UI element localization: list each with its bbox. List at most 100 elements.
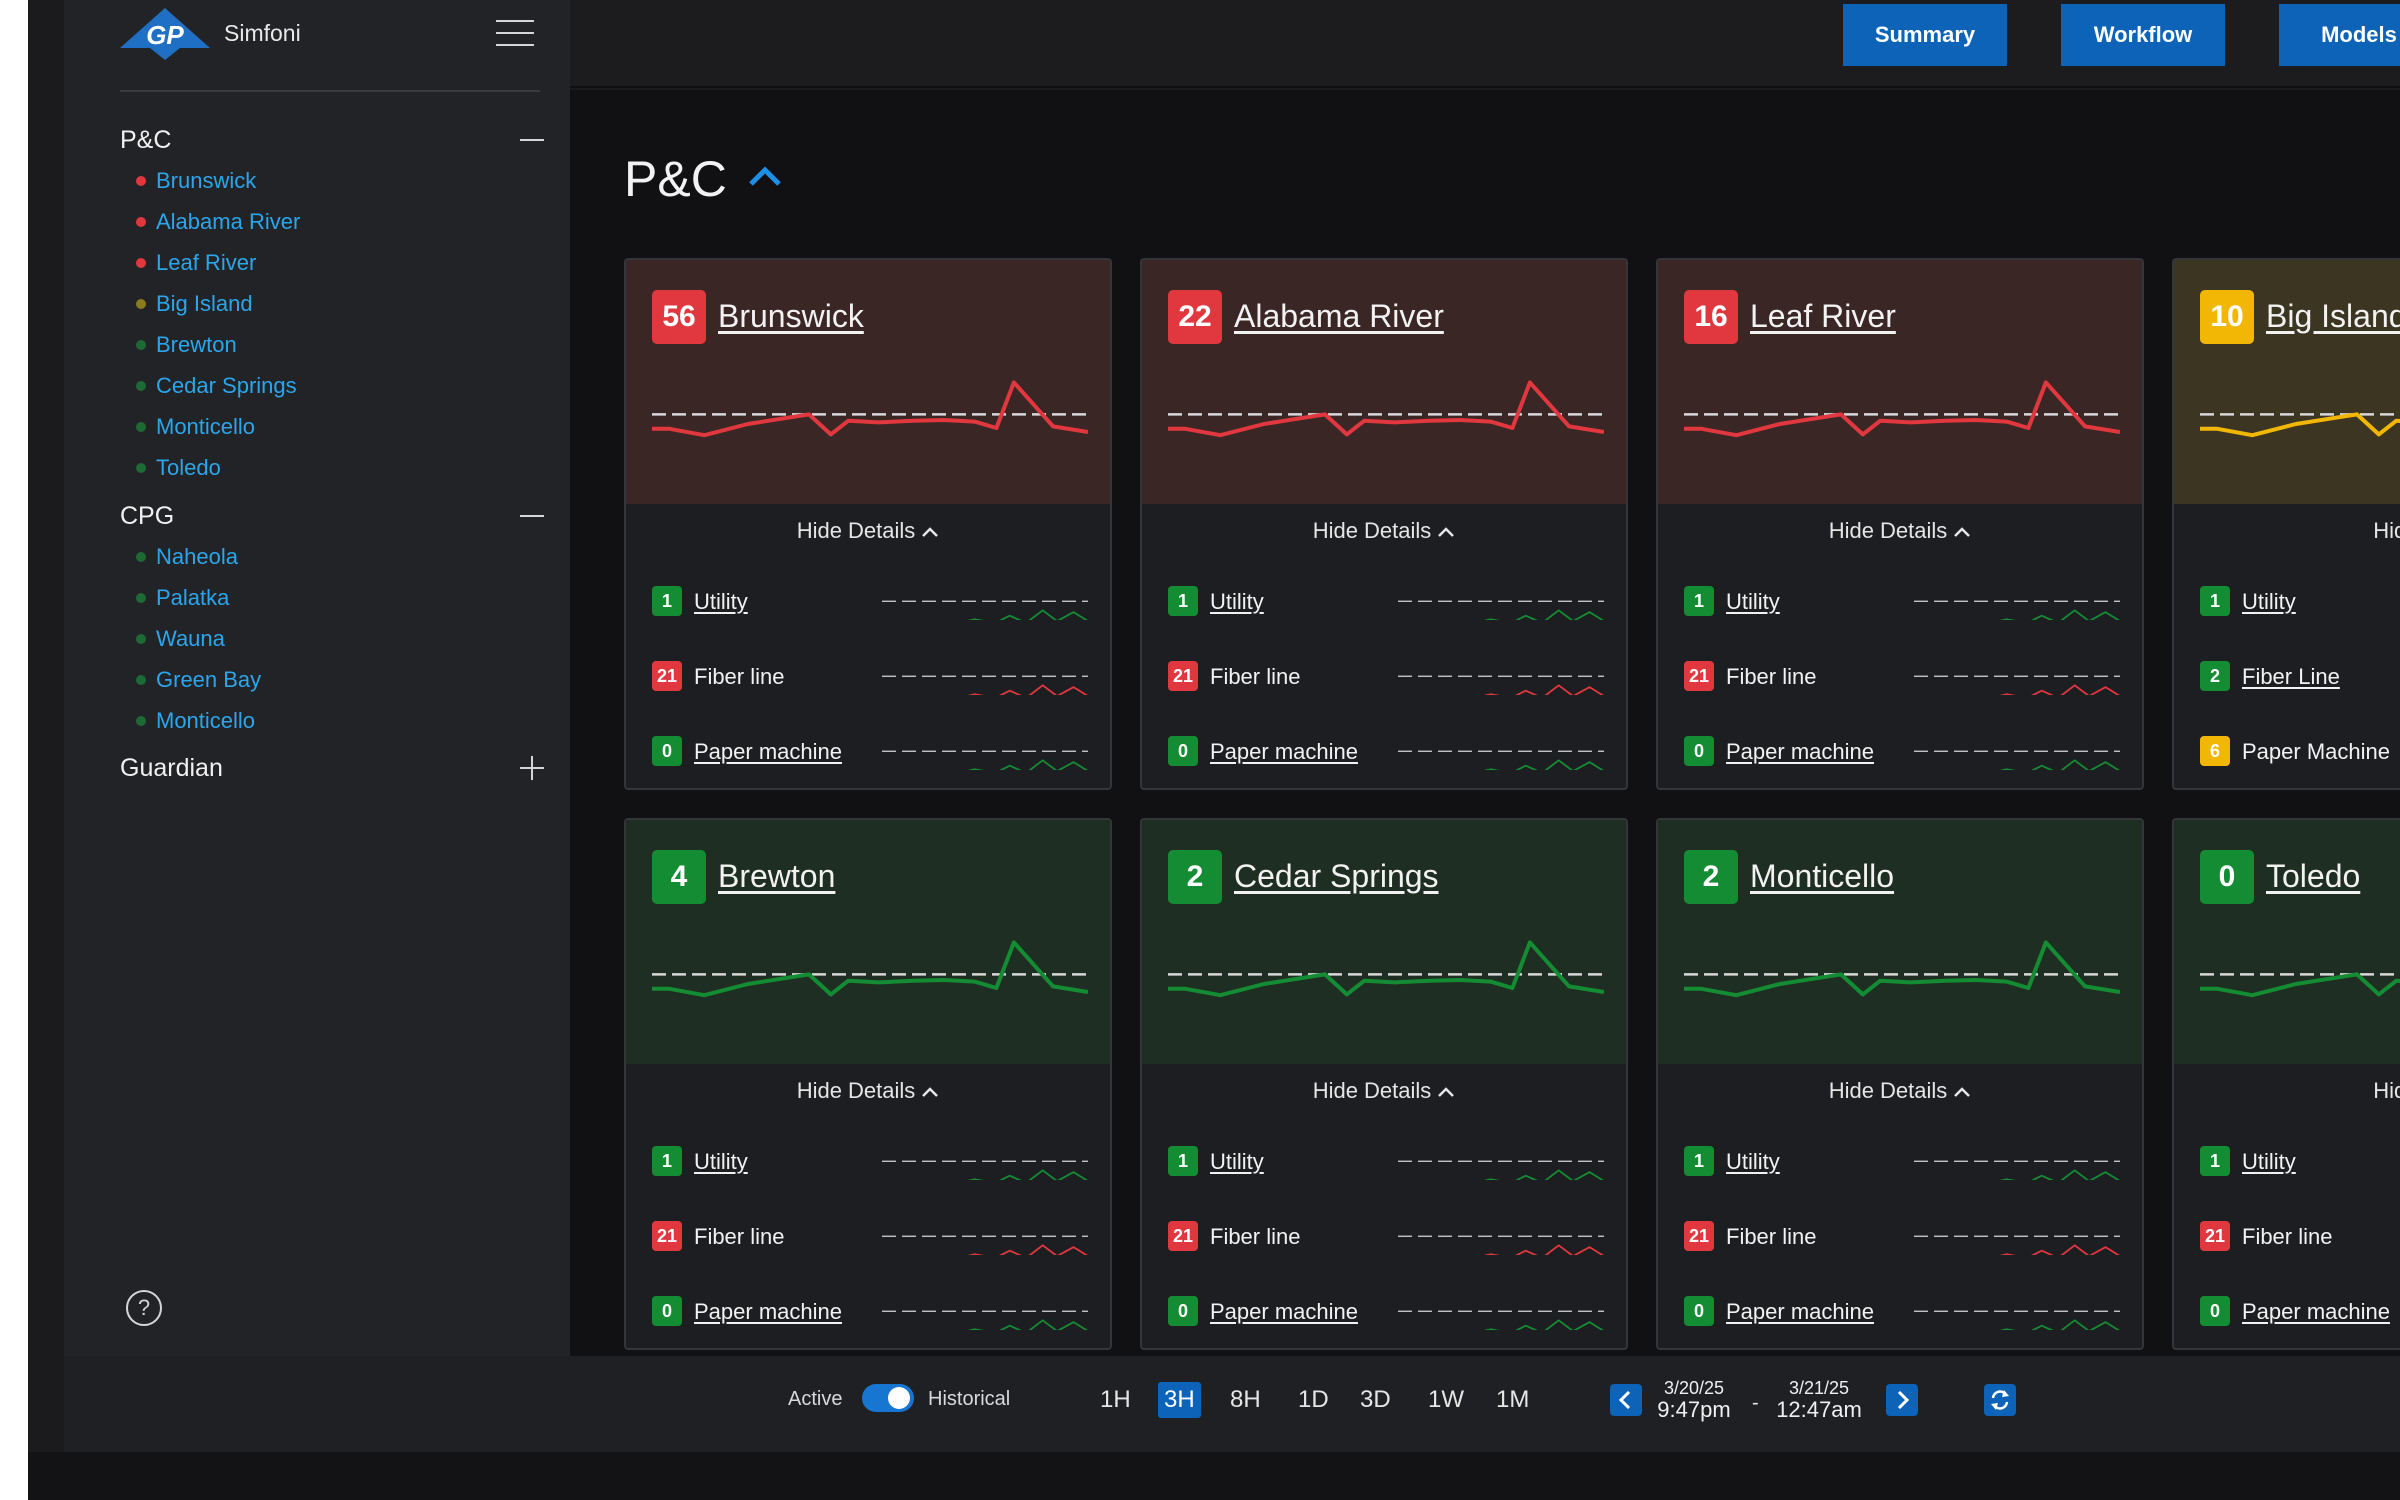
subsystem-label[interactable]: Paper machine bbox=[1726, 739, 1874, 764]
alert-count-badge: 2 bbox=[1684, 850, 1738, 904]
subsystem-label[interactable]: Utility bbox=[1210, 1149, 1264, 1174]
sidebar-site-item[interactable]: Alabama River bbox=[120, 201, 544, 242]
site-card-title[interactable]: Leaf River bbox=[1750, 298, 1896, 334]
subsystem-label[interactable]: Paper machine bbox=[2242, 1299, 2390, 1324]
hide-details-label: Hide Details bbox=[1312, 518, 1432, 543]
subsystem-label[interactable]: Utility bbox=[2242, 1149, 2296, 1174]
sidebar-site-item[interactable]: Toledo bbox=[120, 447, 544, 488]
subsystem-row: 0 Paper machine bbox=[1684, 734, 2124, 770]
subsystem-label[interactable]: Paper machine bbox=[694, 1299, 842, 1324]
subsystem-count-badge: 0 bbox=[652, 736, 682, 766]
historical-toggle[interactable] bbox=[862, 1384, 914, 1412]
trend-line bbox=[1483, 1244, 1604, 1255]
collapse-icon[interactable] bbox=[520, 515, 544, 517]
sidebar-site-item[interactable]: Brewton bbox=[120, 324, 544, 365]
site-card-title[interactable]: Cedar Springs bbox=[1234, 858, 1439, 894]
subsystem-label[interactable]: Utility bbox=[1210, 589, 1264, 614]
menu-icon[interactable] bbox=[496, 20, 534, 50]
summary-button[interactable]: Summary bbox=[1843, 4, 2007, 66]
subsystem-label[interactable]: Utility bbox=[694, 1149, 748, 1174]
subsystem-label: Paper Machine bbox=[2242, 739, 2390, 764]
subsystem-count-badge: 0 bbox=[1684, 736, 1714, 766]
sidebar-site-item[interactable]: Wauna bbox=[120, 618, 544, 659]
sidebar-site-label: Monticello bbox=[156, 707, 256, 733]
chevron-up-icon bbox=[1438, 527, 1455, 538]
status-dot bbox=[136, 421, 146, 432]
nav-group-header[interactable]: P&C bbox=[120, 120, 544, 160]
sidebar-site-label: Palatka bbox=[156, 584, 230, 610]
hide-details-label: Hide Details bbox=[796, 1078, 916, 1103]
hide-details-toggle[interactable]: Hide Details bbox=[1658, 518, 2142, 544]
subsystem-label[interactable]: Paper machine bbox=[1210, 1299, 1358, 1324]
expand-icon[interactable] bbox=[520, 756, 544, 780]
alert-count-badge: 22 bbox=[1168, 290, 1222, 344]
range-button-1d[interactable]: 1D bbox=[1298, 1386, 1329, 1413]
subsystem-label[interactable]: Utility bbox=[1726, 1149, 1780, 1174]
status-dot bbox=[136, 298, 146, 309]
sidebar-site-item[interactable]: Naheola bbox=[120, 536, 544, 577]
range-button-3d[interactable]: 3D bbox=[1360, 1386, 1391, 1413]
site-sparkline bbox=[652, 380, 1088, 438]
sidebar-site-item[interactable]: Big Island bbox=[120, 283, 544, 324]
subsystem-label[interactable]: Utility bbox=[694, 589, 748, 614]
site-card-title[interactable]: Monticello bbox=[1750, 858, 1895, 894]
hide-details-toggle[interactable]: Hide Det bbox=[2174, 1078, 2400, 1104]
subsystem-sparkline bbox=[882, 1310, 1088, 1330]
site-card-title[interactable]: Toledo bbox=[2266, 858, 2361, 894]
nav-group-header[interactable]: Guardian bbox=[120, 748, 544, 788]
alert-count-badge: 0 bbox=[2200, 850, 2254, 904]
subsystem-label[interactable]: Paper machine bbox=[1210, 739, 1358, 764]
status-dot bbox=[136, 551, 146, 562]
sidebar-site-item[interactable]: Leaf River bbox=[120, 242, 544, 283]
hide-details-toggle[interactable]: Hide Details bbox=[1142, 518, 1626, 544]
site-card: 2 Monticello Hide Details 1 Utility 21 Fiber l… bbox=[1656, 818, 2144, 1350]
sidebar-site-item[interactable]: Brunswick bbox=[120, 160, 544, 201]
site-card-title[interactable]: Brunswick bbox=[718, 298, 864, 334]
subsystem-label[interactable]: Fiber Line bbox=[2242, 664, 2340, 689]
chevron-up-icon bbox=[1438, 1087, 1455, 1098]
subsystem-label[interactable]: Utility bbox=[2242, 589, 2296, 614]
site-card-title[interactable]: Brewton bbox=[718, 858, 836, 894]
sidebar-site-item[interactable]: Monticello bbox=[120, 406, 544, 447]
trend-line bbox=[1999, 1244, 2120, 1255]
subsystem-label: Fiber line bbox=[694, 664, 785, 689]
subsystem-label[interactable]: Paper machine bbox=[1726, 1299, 1874, 1324]
subsystem-count-badge: 21 bbox=[2200, 1221, 2230, 1251]
next-range-button[interactable] bbox=[1886, 1384, 1918, 1416]
sidebar-site-item[interactable]: Cedar Springs bbox=[120, 365, 544, 406]
chevron-up-icon[interactable] bbox=[748, 164, 782, 188]
help-icon[interactable]: ? bbox=[126, 1290, 162, 1326]
range-button-1m[interactable]: 1M bbox=[1496, 1386, 1530, 1413]
site-card-title[interactable]: Big Island bbox=[2266, 298, 2400, 334]
range-button-3h[interactable]: 3H bbox=[1158, 1382, 1201, 1418]
hide-details-toggle[interactable]: Hide Details bbox=[1658, 1078, 2142, 1104]
sidebar-site-item[interactable]: Monticello bbox=[120, 700, 544, 741]
mode-active-label: Active bbox=[788, 1388, 843, 1410]
hide-details-toggle[interactable]: Hide Details bbox=[626, 518, 1110, 544]
subsystem-sparkline bbox=[882, 600, 1088, 620]
chevron-left-icon bbox=[1618, 1390, 1631, 1410]
hide-details-toggle[interactable]: Hide Details bbox=[626, 1078, 1110, 1104]
subsystem-row: 1 Utility bbox=[2200, 1144, 2400, 1180]
range-button-8h[interactable]: 8H bbox=[1230, 1386, 1261, 1413]
workflow-button[interactable]: Workflow bbox=[2061, 4, 2225, 66]
nav-group-header[interactable]: CPG bbox=[120, 496, 544, 536]
sidebar-site-item[interactable]: Green Bay bbox=[120, 659, 544, 700]
frame-bottom bbox=[28, 1452, 2400, 1500]
hide-details-toggle[interactable]: Hide Details bbox=[1142, 1078, 1626, 1104]
alert-count-badge: 4 bbox=[652, 850, 706, 904]
range-button-1h[interactable]: 1H bbox=[1100, 1386, 1131, 1413]
sidebar-site-item[interactable]: Palatka bbox=[120, 577, 544, 618]
subsystem-label[interactable]: Paper machine bbox=[694, 739, 842, 764]
alert-count-badge: 10 bbox=[2200, 290, 2254, 344]
subsystem-label[interactable]: Utility bbox=[1726, 589, 1780, 614]
collapse-icon[interactable] bbox=[520, 139, 544, 141]
hide-details-toggle[interactable]: Hide Det bbox=[2174, 518, 2400, 544]
subsystem-sparkline bbox=[1914, 1310, 2120, 1330]
refresh-button[interactable] bbox=[1984, 1384, 2016, 1416]
site-card-title[interactable]: Alabama River bbox=[1234, 298, 1444, 334]
range-button-1w[interactable]: 1W bbox=[1428, 1386, 1464, 1413]
subsystem-sparkline bbox=[1398, 1310, 1604, 1330]
prev-range-button[interactable] bbox=[1610, 1384, 1642, 1416]
models-button[interactable]: Models bbox=[2279, 4, 2400, 66]
